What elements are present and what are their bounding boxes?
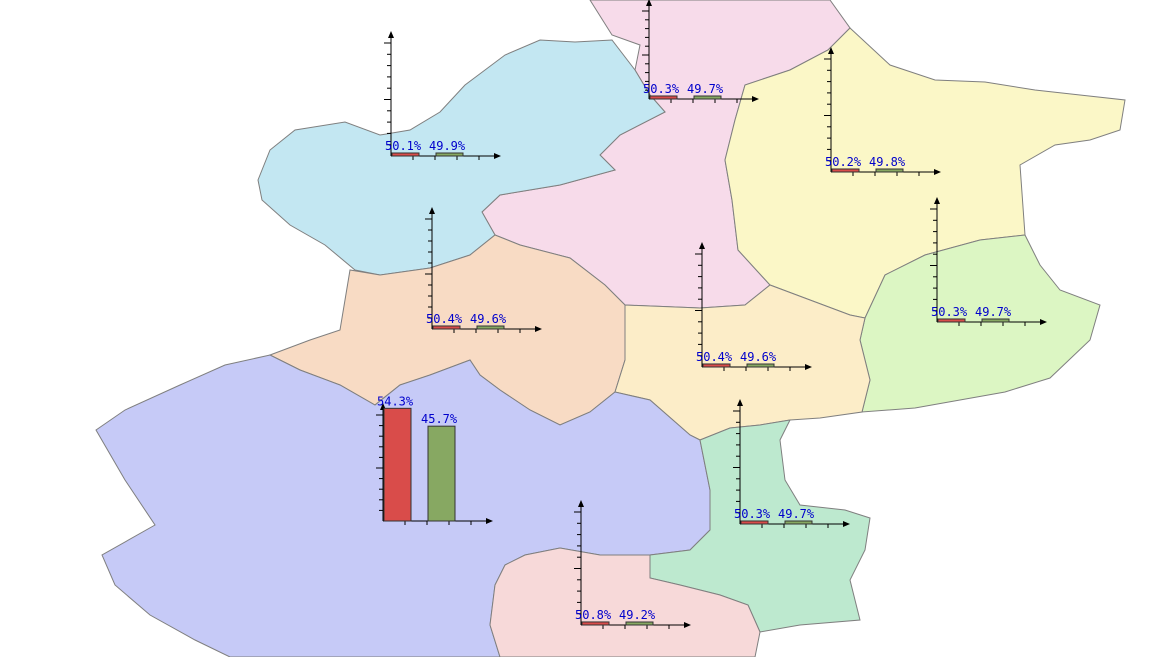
y-axis-arrow [429, 207, 435, 214]
data-label-male: 50.2% [825, 155, 862, 169]
bar-male [581, 621, 610, 626]
bar-female [784, 520, 813, 525]
data-label-male: 50.3% [931, 305, 968, 319]
x-axis-arrow [805, 364, 812, 370]
bar-chart-north-center: 50.3% 49.7% [642, 0, 759, 103]
region-south[interactable] [489, 547, 761, 657]
bar-chart-center: 50.4% 49.6% [695, 242, 812, 371]
bar-female [427, 425, 456, 522]
bar-male [937, 318, 966, 323]
data-label-male: 50.1% [385, 139, 422, 153]
data-label-female: 49.7% [975, 305, 1012, 319]
x-axis-arrow [752, 96, 759, 102]
bar-chart-west-center: 50.4% 49.6% [425, 207, 542, 333]
y-axis-arrow [737, 399, 743, 406]
bar-female [981, 318, 1010, 323]
bar-female [476, 325, 505, 330]
region-southeast[interactable] [649, 419, 871, 633]
data-label-female: 49.2% [619, 608, 656, 622]
bar-female [693, 95, 722, 100]
bar-female [435, 152, 464, 157]
bar-male [831, 168, 860, 173]
bar-male [391, 152, 420, 157]
regions-layer [95, 0, 1126, 657]
y-axis-arrow [699, 242, 705, 249]
y-axis-arrow [388, 31, 394, 38]
data-label-female: 49.7% [778, 507, 815, 521]
bar-male [740, 520, 769, 525]
x-axis-arrow [1040, 319, 1047, 325]
y-axis-arrow [578, 500, 584, 507]
data-label-male: 50.8% [575, 608, 612, 622]
x-axis-arrow [535, 326, 542, 332]
x-axis-arrow [684, 622, 691, 628]
data-label-female: 49.6% [740, 350, 777, 364]
bar-male [702, 363, 731, 368]
bar-female [625, 621, 654, 626]
region-east[interactable] [859, 234, 1101, 413]
data-label-male: 50.3% [643, 82, 680, 96]
y-axis-arrow [646, 0, 652, 6]
x-axis-arrow [486, 518, 493, 524]
bar-chart-south: 50.8% 49.2% [574, 500, 691, 629]
data-label-female: 49.6% [470, 312, 507, 326]
y-axis-arrow [828, 47, 834, 54]
bar-male [432, 325, 461, 330]
data-label-male: 54.3% [377, 394, 414, 408]
data-label-female: 49.8% [869, 155, 906, 169]
bar-male [649, 95, 678, 100]
y-axis-arrow [934, 197, 940, 204]
data-label-male: 50.4% [426, 312, 463, 326]
bar-chart-northeast: 50.2% 49.8% [824, 47, 941, 176]
data-label-male: 50.3% [734, 507, 771, 521]
bar-female [746, 363, 775, 368]
bar-female [875, 168, 904, 173]
data-label-female: 49.9% [429, 139, 466, 153]
bar-chart-southwest: 54.3% 45.7% [376, 394, 493, 525]
charts-layer: 50.1% 49.9% 50.3% 49.7% 50.2% 49.8% 50.4% 49.6%… [376, 0, 1047, 629]
bar-chart-northwest: 50.1% 49.9% [384, 31, 501, 160]
bar-chart-southeast: 50.3% 49.7% [733, 399, 850, 528]
data-label-male: 50.4% [696, 350, 733, 364]
data-label-female: 49.7% [687, 82, 724, 96]
bar-male [383, 407, 412, 522]
data-label-female: 45.7% [421, 412, 458, 426]
bar-chart-east: 50.3% 49.7% [930, 197, 1047, 326]
x-axis-arrow [934, 169, 941, 175]
x-axis-arrow [843, 521, 850, 527]
x-axis-arrow [494, 153, 501, 159]
